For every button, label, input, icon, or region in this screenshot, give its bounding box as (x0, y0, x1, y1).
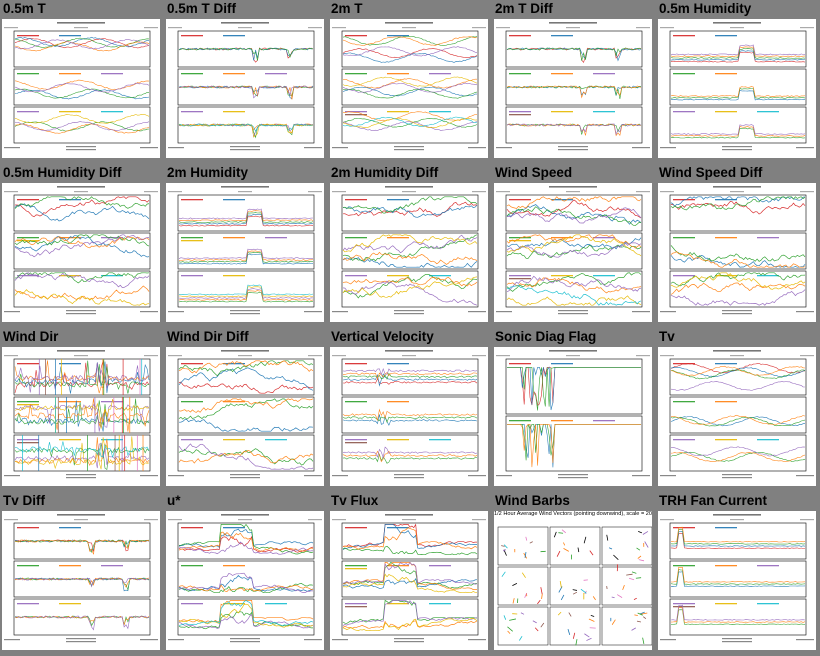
plot-cell-wind-speed: Wind Speed (492, 164, 656, 328)
plot-cell-0-5m-t-diff: 0.5m T Diff (164, 0, 328, 164)
plot-cell-wind-dir-diff: Wind Dir Diff (164, 328, 328, 492)
plot-thumbnail-wind-speed[interactable] (494, 183, 652, 322)
plot-cell-tv-flux: Tv Flux (328, 492, 492, 656)
plot-cell-tv: Tv (656, 328, 820, 492)
plot-thumbnail-wind-dir[interactable] (2, 347, 160, 486)
plot-thumbnail-tv-flux[interactable] (330, 511, 488, 650)
plot-title[interactable]: 0.5m Humidity (659, 1, 752, 16)
plot-cell-u-star: u* (164, 492, 328, 656)
plot-title[interactable]: 2m T (331, 1, 363, 16)
plot-title[interactable]: Tv (659, 329, 675, 344)
plot-thumbnail-tv[interactable] (658, 347, 816, 486)
plot-title[interactable]: Tv Flux (331, 493, 379, 508)
plot-cell-wind-dir: Wind Dir (0, 328, 164, 492)
plot-cell-vertical-velocity: Vertical Velocity (328, 328, 492, 492)
plot-thumbnail-u-star[interactable] (166, 511, 324, 650)
plot-thumbnail-wind-dir-diff[interactable] (166, 347, 324, 486)
plot-thumbnail-0-5m-humidity[interactable] (658, 19, 816, 158)
plot-title[interactable]: 2m Humidity (167, 165, 249, 180)
plot-thumbnail-trh-fan-current[interactable] (658, 511, 816, 650)
plot-cell-2m-t-diff: 2m T Diff (492, 0, 656, 164)
plot-thumbnail-sonic-diag-flag[interactable] (494, 347, 652, 486)
plot-thumbnail-2m-t-diff[interactable] (494, 19, 652, 158)
plot-thumbnail-2m-humidity[interactable] (166, 183, 324, 322)
plot-title[interactable]: 0.5m T Diff (167, 1, 237, 16)
plot-thumbnail-0-5m-humidity-diff[interactable] (2, 183, 160, 322)
plot-cell-wind-speed-diff: Wind Speed Diff (656, 164, 820, 328)
plot-thumbnail-wind-speed-diff[interactable] (658, 183, 816, 322)
wind-barbs-header: 1/2 Hour Average Wind Vectors (pointing … (494, 511, 652, 517)
plot-cell-wind-barbs: Wind Barbs 1/2 Hour Average Wind Vectors … (492, 492, 656, 656)
plot-title[interactable]: Wind Dir Diff (167, 329, 249, 344)
plot-title[interactable]: u* (167, 493, 181, 508)
plot-title[interactable]: Sonic Diag Flag (495, 329, 597, 344)
plot-title[interactable]: Wind Barbs (495, 493, 570, 508)
plot-title[interactable]: Tv Diff (3, 493, 45, 508)
plot-title[interactable]: Wind Speed (495, 165, 573, 180)
plot-cell-0-5m-humidity: 0.5m Humidity (656, 0, 820, 164)
plot-title[interactable]: 0.5m Humidity Diff (3, 165, 122, 180)
plot-title[interactable]: 0.5m T (3, 1, 46, 16)
plot-title[interactable]: Wind Dir (3, 329, 59, 344)
plot-cell-2m-t: 2m T (328, 0, 492, 164)
plot-thumbnail-tv-diff[interactable] (2, 511, 160, 650)
plot-title[interactable]: 2m Humidity Diff (331, 165, 439, 180)
plot-thumbnail-0-5m-t[interactable] (2, 19, 160, 158)
plot-thumbnail-0-5m-t-diff[interactable] (166, 19, 324, 158)
plot-cell-tv-diff: Tv Diff (0, 492, 164, 656)
plot-cell-0-5m-humidity-diff: 0.5m Humidity Diff (0, 164, 164, 328)
plot-thumbnail-wind-barbs[interactable]: 1/2 Hour Average Wind Vectors (pointing … (494, 511, 652, 650)
plot-thumbnail-2m-humidity-diff[interactable] (330, 183, 488, 322)
plot-thumbnail-vertical-velocity[interactable] (330, 347, 488, 486)
plot-cell-2m-humidity-diff: 2m Humidity Diff (328, 164, 492, 328)
plot-cell-sonic-diag-flag: Sonic Diag Flag (492, 328, 656, 492)
plot-cell-0-5m-t: 0.5m T (0, 0, 164, 164)
plot-title[interactable]: Vertical Velocity (331, 329, 434, 344)
plot-title[interactable]: Wind Speed Diff (659, 165, 763, 180)
plot-title[interactable]: TRH Fan Current (659, 493, 767, 508)
plot-cell-2m-humidity: 2m Humidity (164, 164, 328, 328)
plot-title[interactable]: 2m T Diff (495, 1, 553, 16)
plot-cell-trh-fan-current: TRH Fan Current (656, 492, 820, 656)
plot-thumbnail-2m-t[interactable] (330, 19, 488, 158)
